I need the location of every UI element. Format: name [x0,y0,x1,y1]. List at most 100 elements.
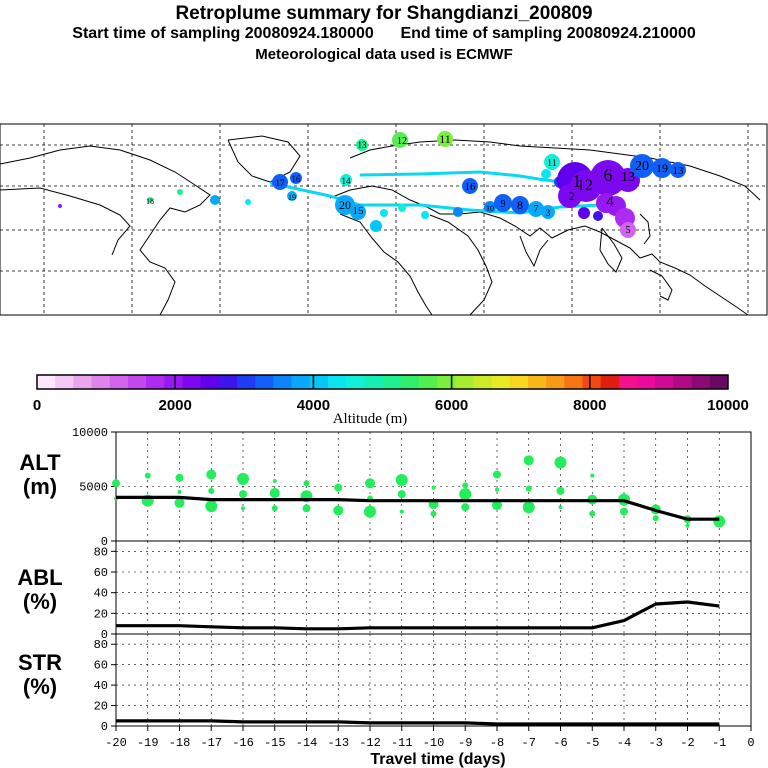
x-tick-label: -12 [359,736,381,750]
plume-point [205,500,218,513]
plume-dot [421,211,429,219]
colorbar-swatch [400,375,420,389]
plume-point [461,503,470,512]
plume-day-label: 17 [276,178,286,188]
colorbar-swatch [182,375,202,389]
plume-point [112,479,120,488]
y-tick-label: 80 [94,545,108,559]
x-tick-label: -19 [137,736,159,750]
plume-point [492,500,502,511]
colorbar-swatch [346,375,365,389]
plume-point [556,486,565,495]
plume-day-label: 19 [656,161,668,175]
plume-day-label: 9 [501,199,506,210]
y-axis-label-abl: ABL [17,565,62,590]
y-tick-label: 40 [94,679,108,693]
plume-dot [245,199,251,205]
plume-day-label: 20 [635,159,649,174]
plume-day-label: 13 [358,140,368,150]
x-tick-label: -14 [296,736,318,750]
colorbar-swatches [37,375,729,389]
plume-day-label: 4 [606,194,614,210]
plume-day-label: 6 [604,165,613,185]
plume-point [144,472,151,479]
plume-dot [494,194,512,212]
colorbar-swatch [273,375,293,389]
x-tick-label: -1 [712,736,726,750]
plume-point [237,472,249,485]
plume-dot [511,196,529,214]
plume-dot [462,178,478,194]
plume-dot [453,207,463,217]
plume-dot [590,160,626,196]
colorbar-tick-label: 8000 [573,397,606,414]
plume-day-label: 16 [465,181,477,193]
plume-day-label: 12 [397,136,407,147]
colorbar-tick-label: 4000 [297,397,330,414]
plume-dots [58,131,686,238]
y-tick-label: 80 [94,638,108,652]
plume-point [302,504,311,513]
colorbar-swatch [164,375,183,389]
plume-dot [541,205,555,219]
colorbar-swatch [327,375,347,389]
y-tick-label: 0 [101,535,108,549]
x-tick-label: -7 [522,736,536,750]
y-tick-label: 20 [94,700,108,714]
plume-point [239,490,247,499]
altitude-colorbar: 0 2000 4000 6000 8000 10000 Altitude (m) [33,374,749,427]
plume-dot [670,162,686,178]
plume-point [303,480,310,487]
colorbar-tick-label: 0 [33,397,41,414]
plume-day-label: 14 [342,176,352,186]
plume-point [397,490,406,499]
plume-point [685,523,690,528]
plume-day-label: 10 [486,204,494,213]
x-tick-label: -2 [680,736,694,750]
x-tick-label: -18 [169,736,191,750]
plume-point [175,473,184,482]
colorbar-title: Altitude (m) [333,411,408,427]
panel-alt: 0 5000 10000 ALT(m) [19,426,752,549]
plume-trail-north [359,170,581,186]
plume-point [269,488,280,499]
x-tick-label: -10 [423,736,445,750]
plume-day-label: 20 [339,198,351,212]
plume-dot [380,209,388,217]
y-axis-label-alt: ALT [19,450,61,475]
y-tick-label: 10000 [72,426,108,440]
plume-dot [356,139,368,151]
plume-point [459,488,472,501]
plume-day-label: 8 [517,198,523,212]
plume-dot [398,204,406,212]
plume-day-label: 11 [439,132,451,146]
plume-day-label: 13 [621,170,635,185]
x-axis: -20 -19 -18 -17 -16 -15 -14 -13 -12 -11 -10 -9 -8 -7-… [105,726,755,750]
plume-day-label: 3 [546,208,551,218]
y-axis-unit-alt: (m) [23,474,57,499]
plume-dot [652,158,672,178]
plume-point [395,473,408,486]
colorbar-swatch [255,375,274,389]
colorbar-swatch [618,375,638,389]
colorbar-swatch [237,375,256,389]
start-time-label: Start time of sampling 20080924.180000 [72,25,374,42]
coastlines [0,135,761,316]
plume-point [271,505,278,512]
plume-day-label: 19 [288,193,296,202]
plume-dot [58,204,62,208]
y-tick-label: 40 [94,587,108,601]
x-tick-label: -11 [391,736,413,750]
plume-dot [147,197,153,203]
plume-day-label: 1 [573,171,582,191]
timeseries-panels: 0500010000ALT(m)020406080ABL(%)020406080… [17,426,754,750]
plume-point [177,489,182,494]
colorbar-swatch [455,375,474,389]
y-axis-unit-str: (%) [23,674,57,699]
plume-day-label: 12 [577,177,593,194]
plume-point [272,479,277,484]
x-tick-label: -8 [490,736,504,750]
